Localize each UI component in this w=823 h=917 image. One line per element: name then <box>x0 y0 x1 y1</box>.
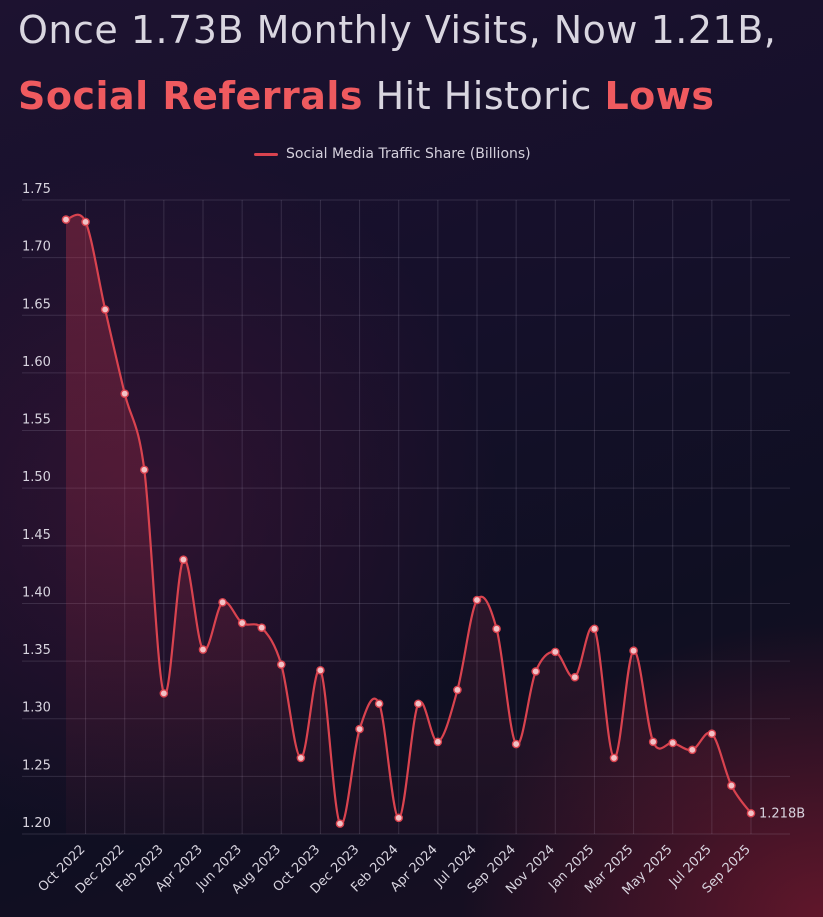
y-tick-label: 1.45 <box>22 528 51 543</box>
data-point <box>413 699 423 709</box>
data-point <box>139 465 149 475</box>
series-line <box>65 213 752 826</box>
data-point <box>394 813 404 823</box>
data-point <box>179 555 188 564</box>
data-point <box>668 738 678 748</box>
legend-label: Social Media Traffic Share (Billions) <box>286 146 531 162</box>
data-point <box>120 389 130 398</box>
title-highlight-lows: Lows <box>604 74 715 118</box>
data-point <box>472 595 482 605</box>
end-value-annotation: 1.218B <box>759 806 805 821</box>
title-middle-text: Hit Historic <box>363 74 605 118</box>
y-tick-label: 1.75 <box>22 182 51 197</box>
y-tick-label: 1.40 <box>22 585 51 600</box>
data-point <box>550 647 560 657</box>
data-point <box>374 699 384 709</box>
y-tick-label: 1.65 <box>22 297 51 312</box>
y-tick-label: 1.50 <box>22 470 51 485</box>
area-fill <box>66 214 751 834</box>
y-tick-label: 1.20 <box>22 816 51 831</box>
data-point <box>218 598 227 607</box>
data-point <box>159 689 169 698</box>
data-point <box>316 666 325 675</box>
legend-swatch <box>254 152 278 156</box>
y-tick-label: 1.25 <box>22 758 51 773</box>
data-point <box>707 729 717 739</box>
legend: Social Media Traffic Share (Billions) <box>254 146 531 162</box>
y-tick-label: 1.60 <box>22 355 51 370</box>
chart-title-line1: Once 1.73B Monthly Visits, Now 1.21B, <box>18 8 777 52</box>
title-highlight-social-referrals: Social Referrals <box>18 74 364 118</box>
data-point <box>727 781 736 790</box>
data-point <box>531 667 541 676</box>
data-point <box>629 646 638 656</box>
data-point <box>296 753 306 763</box>
y-tick-label: 1.30 <box>22 701 51 716</box>
data-point <box>746 808 756 818</box>
data-point <box>237 618 247 628</box>
data-point <box>198 645 208 654</box>
data-point <box>570 672 580 682</box>
data-point <box>609 753 619 763</box>
data-point <box>492 624 501 634</box>
data-point <box>276 660 286 669</box>
data-point <box>433 737 443 747</box>
data-point <box>257 623 267 632</box>
data-point <box>687 745 697 755</box>
data-point <box>453 685 462 695</box>
data-point <box>590 624 599 634</box>
data-point <box>648 737 658 747</box>
y-tick-label: 1.70 <box>22 240 51 255</box>
data-point <box>100 305 110 314</box>
data-point <box>61 215 71 224</box>
y-tick-label: 1.55 <box>22 413 51 428</box>
data-point <box>335 819 345 828</box>
y-tick-label: 1.35 <box>22 643 51 658</box>
data-point <box>511 739 521 749</box>
data-point <box>81 217 90 227</box>
chart-title-line2: Social Referrals Hit Historic Lows <box>18 74 715 118</box>
data-point <box>355 724 364 734</box>
y-axis: 1.20 1.25 1.30 1.35 1.40 1.45 1.50 1.55 1.60 1.65… <box>22 182 51 831</box>
